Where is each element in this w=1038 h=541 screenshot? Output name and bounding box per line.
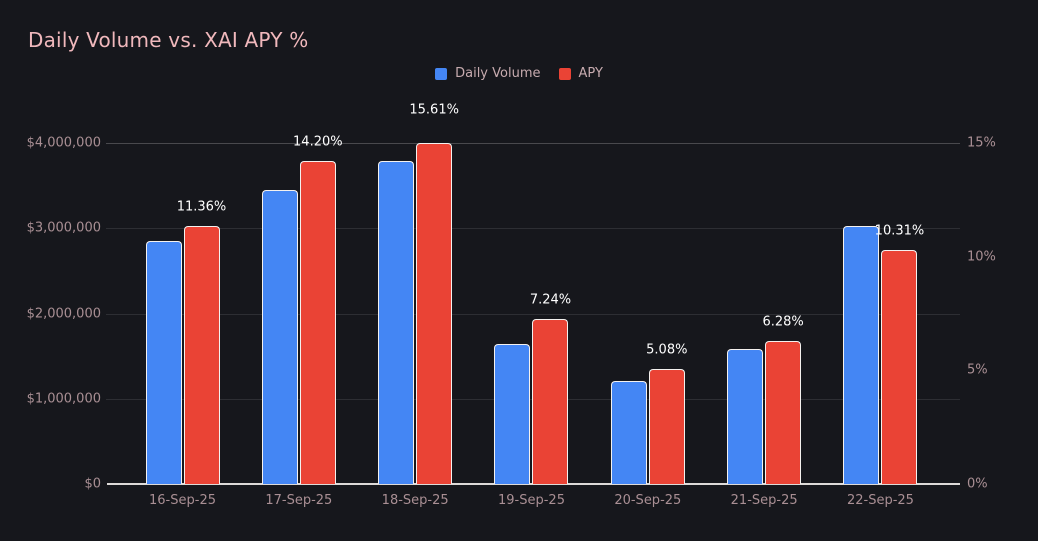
apy-data-label: 7.24% (529, 292, 572, 308)
legend-swatch-icon (558, 67, 571, 80)
gridline (106, 143, 960, 144)
bar-daily-volume[interactable] (843, 225, 880, 484)
y-axis-right-tick-label: 0% (967, 476, 988, 492)
legend-label: APY (578, 66, 603, 81)
x-axis-tick-label: 18-Sep-25 (381, 493, 449, 508)
gridline (106, 313, 960, 315)
apy-data-label: 6.28% (762, 314, 804, 330)
x-axis-tick-label: 21-Sep-25 (730, 493, 798, 508)
bar-daily-volume[interactable] (145, 241, 182, 484)
y-axis-left-tick-label: $2,000,000 (26, 306, 101, 321)
y-axis-left-tick-label: $0 (84, 476, 101, 492)
bar-daily-volume[interactable] (494, 344, 531, 484)
apy-data-label: 15.61% (409, 102, 459, 118)
bar-apy[interactable] (881, 249, 918, 484)
y-axis-right-tick-label: 10% (967, 249, 996, 265)
legend-item-apy[interactable]: APY (558, 66, 603, 81)
legend-label: Daily Volume (455, 66, 541, 81)
bar-apy[interactable] (648, 368, 685, 484)
x-axis-tick-label: 16-Sep-25 (149, 493, 216, 508)
bar-apy[interactable] (532, 319, 569, 484)
y-axis-right-tick-label: 5% (967, 362, 988, 378)
bar-daily-volume[interactable] (610, 380, 647, 484)
y-axis-left-tick-label: $4,000,000 (26, 135, 101, 151)
legend-item-daily-volume[interactable]: Daily Volume (435, 66, 541, 81)
apy-data-label: 14.20% (293, 134, 343, 150)
y-axis-left-tick-label: $1,000,000 (26, 391, 101, 407)
x-axis-tick-label: 22-Sep-25 (846, 493, 914, 508)
y-axis-left-tick-label: $3,000,000 (26, 220, 101, 236)
apy-data-label: 11.36% (176, 199, 227, 215)
x-axis-tick-label: 20-Sep-25 (614, 493, 682, 508)
bar-apy[interactable] (416, 143, 453, 484)
gridline (106, 228, 960, 230)
bar-apy[interactable] (183, 225, 220, 484)
legend-swatch-icon (435, 67, 448, 80)
bar-daily-volume[interactable] (378, 160, 415, 484)
chart-title: Daily Volume vs. XAI APY % (28, 28, 309, 52)
apy-data-label: 5.08% (646, 342, 688, 357)
bar-apy[interactable] (299, 161, 336, 484)
x-axis-line (107, 483, 960, 485)
y-axis-right-tick-label: 15% (967, 135, 996, 151)
legend: Daily Volume APY (0, 66, 1038, 81)
x-axis-tick-label: 17-Sep-25 (265, 493, 333, 508)
bar-daily-volume[interactable] (727, 349, 764, 484)
x-axis-tick-label: 19-Sep-25 (498, 493, 565, 508)
bar-apy[interactable] (765, 341, 802, 484)
bar-daily-volume[interactable] (261, 189, 298, 484)
apy-data-label: 10.31% (874, 223, 925, 239)
